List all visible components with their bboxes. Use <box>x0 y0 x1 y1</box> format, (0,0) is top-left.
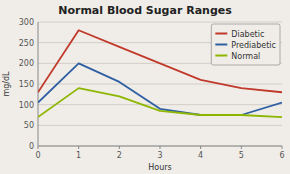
y-axis-line <box>38 22 39 146</box>
legend-label: Diabetic <box>231 30 264 39</box>
legend-label: Prediabetic <box>231 41 276 50</box>
grid-line <box>38 104 282 105</box>
y-tick-label: 300 <box>19 18 34 27</box>
legend: Diabetic Prediabetic Normal <box>211 24 280 65</box>
y-tick-label: 50 <box>24 121 34 130</box>
grid-line <box>38 146 282 147</box>
title: Normal Blood Sugar Ranges <box>58 4 232 17</box>
y-tick-label: 0 <box>29 142 34 151</box>
x-tick-label: 6 <box>279 151 284 160</box>
series-group <box>38 30 282 117</box>
legend-swatch <box>215 44 227 46</box>
series-line <box>38 88 282 117</box>
grid-line <box>38 22 282 23</box>
y-tick-label: 250 <box>19 39 34 48</box>
grid-line <box>38 125 282 126</box>
x-tick-label: 0 <box>35 151 40 160</box>
y-tick-label: 200 <box>19 59 34 68</box>
page: {"chart_data": {"type": "line", "title":… <box>0 0 290 174</box>
y-tick-label: 100 <box>19 101 34 110</box>
chart: 0 50 100 150 200 250 300 0 1 2 3 4 5 6 Normal Blood Su… <box>0 0 290 174</box>
x-tick-label: 2 <box>117 151 122 160</box>
legend-box <box>211 24 280 65</box>
x-axis-label: Hours <box>148 163 171 172</box>
background <box>0 0 290 174</box>
grid-line <box>38 84 282 85</box>
series-line <box>38 63 282 115</box>
y-axis-label: mg/dL <box>2 71 11 97</box>
x-tick-label: 4 <box>198 151 203 160</box>
y-tick-label: 150 <box>19 80 34 89</box>
legend-swatch <box>215 33 227 35</box>
x-tick-label: 5 <box>239 151 244 160</box>
x-axis-line <box>38 146 282 147</box>
legend-label: Normal <box>231 52 260 61</box>
x-tick-label: 3 <box>157 151 162 160</box>
legend-swatch <box>215 55 227 57</box>
x-tick-label: 1 <box>76 151 81 160</box>
